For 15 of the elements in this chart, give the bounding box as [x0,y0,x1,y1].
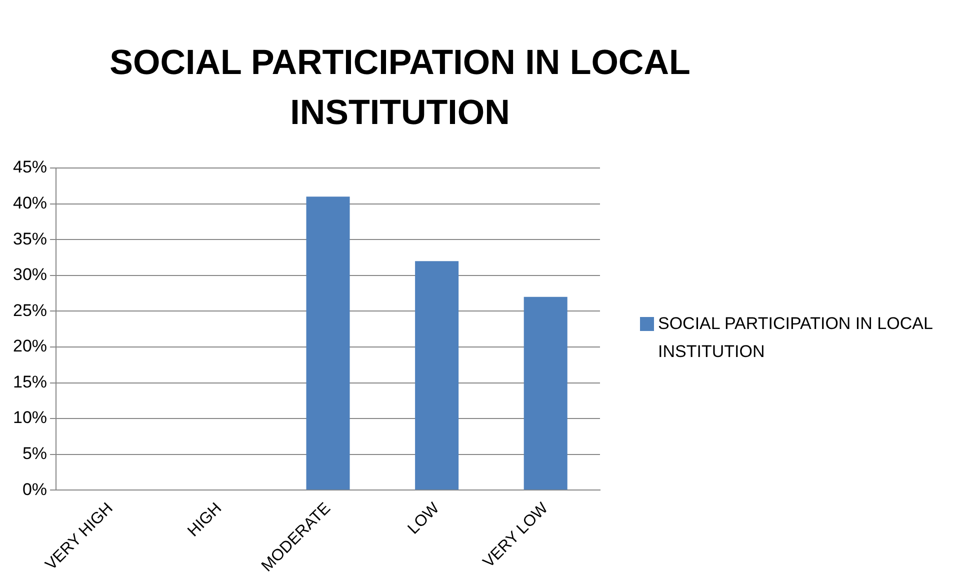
bar [306,196,350,490]
y-tick-label: 20% [12,336,48,356]
legend-label: SOCIAL PARTICIPATION IN LOCAL INSTITUTION [658,313,934,363]
y-tick-label: 5% [22,444,48,464]
y-tick-label: 10% [12,408,48,428]
y-tick-label: 0% [22,480,48,499]
y-tick-label: 25% [12,300,48,320]
y-tick-label: 40% [12,193,48,212]
bar [524,296,568,490]
y-tick-label: 30% [12,265,48,284]
y-tick-label: 35% [12,229,48,248]
bar [415,261,459,490]
chart-title: SOCIAL PARTICIPATION IN LOCAL INSTITUTION [108,42,692,134]
y-tick-label: 45% [12,158,48,177]
y-tick-label: 15% [12,372,48,392]
